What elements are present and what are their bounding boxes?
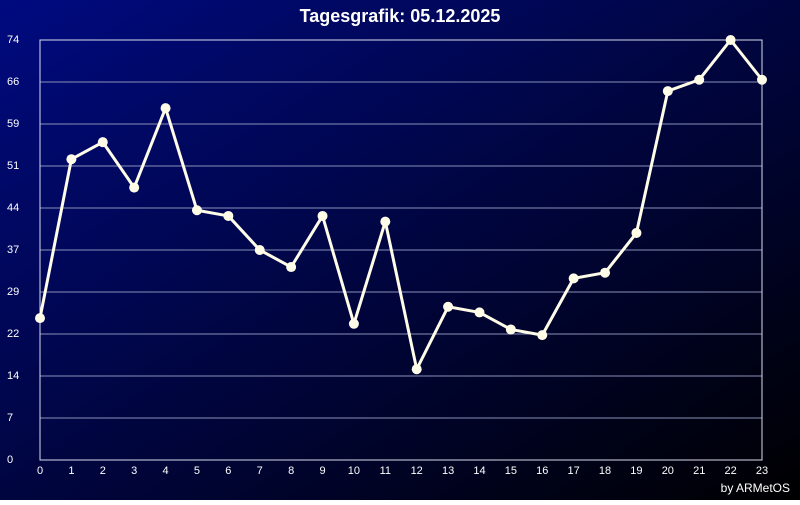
x-tick-label: 2: [100, 465, 106, 477]
y-tick-label: 14: [7, 370, 19, 382]
point: [160, 103, 171, 114]
x-tick-label: 23: [756, 465, 768, 477]
y-tick-label: 0: [7, 454, 13, 466]
x-tick-label: 0: [37, 465, 43, 477]
point: [97, 137, 108, 148]
point: [631, 227, 642, 238]
point: [254, 245, 265, 255]
x-tick-label: 3: [131, 465, 137, 477]
y-tick-label: 29: [7, 286, 19, 298]
x-tick-label: 21: [693, 465, 705, 477]
x-tick-label: 19: [630, 465, 642, 477]
point: [66, 154, 77, 165]
x-tick-label: 22: [724, 465, 736, 477]
x-tick-label: 11: [380, 465, 391, 477]
point: [725, 35, 736, 45]
x-tick-label: 18: [599, 465, 611, 477]
y-tick-label: 66: [7, 76, 19, 88]
y-tick-label: 51: [7, 160, 19, 172]
x-tick-label: 4: [163, 465, 169, 477]
y-tick-label: 44: [7, 202, 19, 214]
point: [568, 273, 579, 284]
chart-title: Tagesgrafik: 05.12.2025: [300, 6, 501, 26]
y-tick-label: 22: [7, 328, 19, 340]
point: [662, 86, 673, 97]
point: [35, 313, 45, 324]
point: [317, 210, 328, 221]
x-tick-label: 14: [473, 465, 485, 477]
y-tick-label: 7: [7, 412, 13, 424]
x-tick-label: 10: [348, 465, 360, 477]
point: [348, 318, 359, 329]
plot-border: [39, 39, 763, 461]
point: [443, 301, 454, 312]
y-tick-label: 37: [7, 244, 19, 256]
x-tick-label: 6: [225, 465, 231, 477]
credit: by ARMetOS: [721, 481, 790, 495]
x-tick-label: 9: [319, 465, 325, 477]
x-tick-label: 7: [257, 465, 263, 477]
series-line: [38, 38, 764, 371]
x-tick-label: 17: [568, 465, 580, 477]
x-tick-label: 12: [411, 465, 423, 477]
x-tick-label: 1: [68, 465, 74, 477]
point: [694, 74, 705, 85]
point: [537, 330, 548, 341]
y-tick-label: 74: [7, 34, 19, 46]
point: [380, 216, 391, 227]
point: [129, 182, 140, 193]
point: [600, 267, 611, 278]
x-tick-label: 8: [288, 465, 294, 477]
point: [474, 307, 485, 318]
x-tick-label: 5: [194, 465, 200, 477]
x-tick-label: 20: [662, 465, 674, 477]
point: [505, 324, 516, 335]
x-tick-label: 15: [505, 465, 517, 477]
x-tick-label: 16: [536, 465, 548, 477]
point: [411, 364, 422, 375]
y-tick-label: 59: [7, 118, 19, 130]
point: [757, 74, 767, 85]
point: [286, 262, 297, 273]
x-tick-label: 13: [442, 465, 454, 477]
point: [223, 210, 234, 221]
point: [191, 205, 202, 216]
